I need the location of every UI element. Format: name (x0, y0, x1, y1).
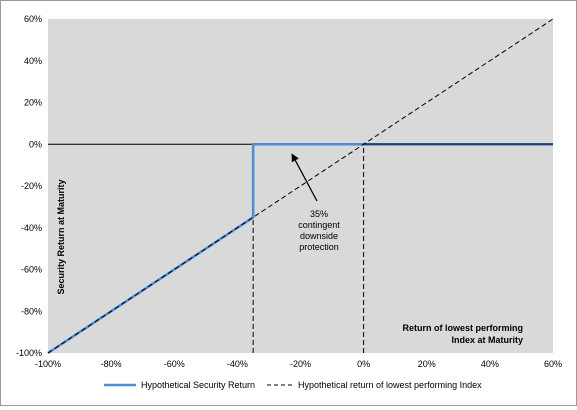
legend-label-index-return: Hypothetical return of lowest performing… (298, 380, 482, 390)
x-axis-title-line-2: Index at Maturity (451, 335, 523, 345)
annotation-line-1: 35% (310, 209, 328, 219)
y-tick-label: -60% (21, 265, 42, 275)
y-axis-title: Security Return at Maturity (56, 179, 66, 294)
annotation-line-2: contingent (298, 220, 340, 230)
annotation-line-4: protection (299, 242, 339, 252)
x-tick-label: -40% (227, 359, 248, 369)
legend-label-security-return: Hypothetical Security Return (141, 380, 255, 390)
x-tick-label: 60% (544, 359, 562, 369)
x-axis-title-line-1: Return of lowest performing (402, 323, 523, 333)
x-tick-label: 40% (481, 359, 499, 369)
y-tick-label: -80% (21, 306, 42, 316)
y-tick-label: 20% (24, 98, 42, 108)
x-tick-label: 0% (357, 359, 370, 369)
x-tick-label: 20% (418, 359, 436, 369)
y-tick-label: 0% (29, 139, 42, 149)
annotation: 35% contingent downside protection (291, 153, 340, 252)
y-tick-label: -40% (21, 223, 42, 233)
y-tick-label: -100% (16, 348, 42, 358)
y-tick-label: 60% (24, 14, 42, 24)
x-tick-label: -80% (101, 359, 122, 369)
y-tick-label: 40% (24, 56, 42, 66)
annotation-line-3: downside (300, 231, 338, 241)
x-tick-label: -20% (290, 359, 311, 369)
series-index-return (47, 18, 554, 354)
annotation-arrow (291, 153, 318, 202)
x-tick-label: -60% (164, 359, 185, 369)
x-tick-label: -100% (35, 359, 61, 369)
y-tick-label: -20% (21, 181, 42, 191)
legend: Hypothetical Security Return Hypothetica… (104, 380, 482, 390)
